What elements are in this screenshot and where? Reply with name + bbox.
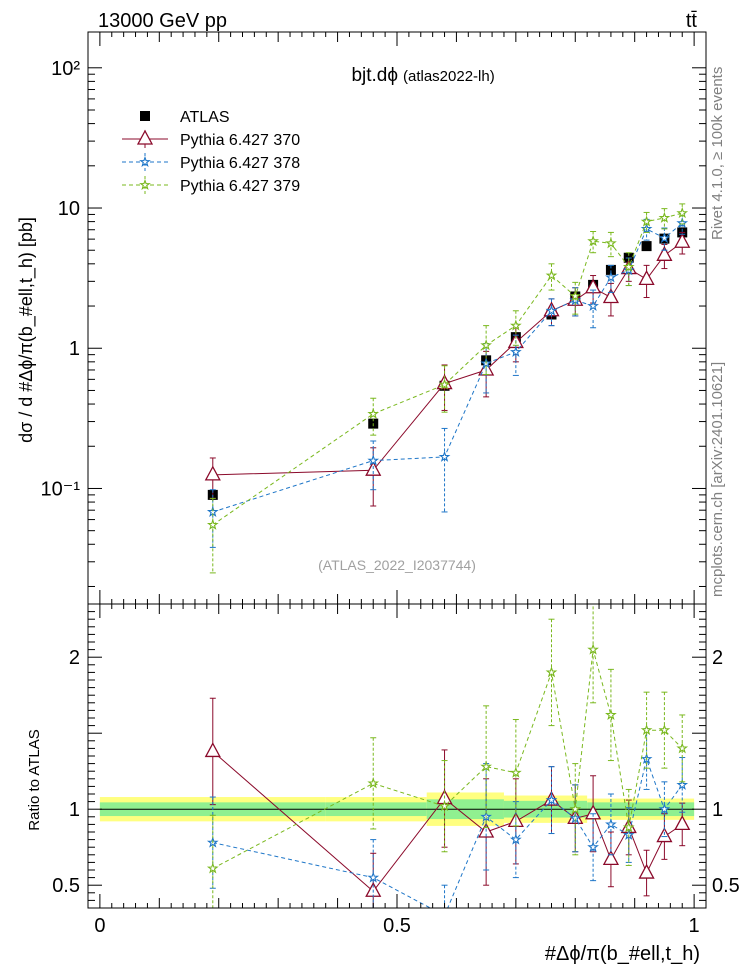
series-2-point — [658, 723, 671, 736]
series-3-point — [480, 339, 493, 351]
legend-entry: Pythia 6.427 378 — [180, 155, 300, 172]
main-ytick-label: 10⁻¹ — [41, 478, 81, 500]
legend-marker — [139, 178, 151, 190]
header-right: tt̄ — [686, 10, 698, 32]
main-ytick-label: 10 — [58, 198, 80, 220]
ratio-panel: 0 0.5 1 0.5 0.5 1 1 2 2 — [52, 603, 740, 937]
series-3-point — [569, 290, 582, 302]
legend-marker — [139, 155, 151, 167]
main-panel: 10⁻¹ 1 10 10² — [41, 31, 707, 605]
legend-entry: Pythia 6.427 379 — [180, 178, 300, 195]
series-2-point — [367, 777, 380, 789]
series-1-point — [638, 269, 655, 285]
legend-marker — [136, 129, 154, 145]
series-2-line — [212, 649, 683, 869]
series-3-point — [587, 235, 599, 247]
series-1-point — [367, 871, 380, 883]
mcplots-label: mcplots.cern.ch [arXiv:2401.10621] — [709, 362, 726, 597]
series-2-point — [605, 708, 617, 720]
analysis-watermark: (ATLAS_2022_I2037744) — [318, 557, 476, 573]
series-3-point — [545, 269, 558, 281]
series-2-point — [676, 742, 689, 754]
series-2-point — [438, 799, 451, 812]
ratio-ylabel: Ratio to ATLAS — [26, 729, 43, 830]
series-2-point — [658, 231, 671, 244]
series-3-point — [206, 518, 219, 530]
series-0-point — [656, 827, 673, 843]
series-2-point — [545, 304, 558, 316]
series-2-point — [480, 760, 492, 772]
series-1-point — [676, 778, 689, 790]
ratio-ytick-label-right: 1 — [712, 799, 723, 821]
main-title: bjt.dϕ — [351, 65, 398, 86]
series-1-line — [212, 757, 683, 908]
series-0-point — [641, 241, 652, 252]
series-1-point — [509, 833, 522, 845]
legend-marker — [140, 111, 150, 121]
series-0-point — [602, 849, 620, 866]
series-2-point — [605, 271, 617, 283]
series-1-point — [605, 818, 617, 830]
series-2-point — [569, 803, 582, 815]
main-ylabel: dσ / d #Δϕ/π(b_#ell,t_h) [pb] — [16, 217, 37, 443]
ratio-ytick-label-right: 2 — [712, 647, 723, 669]
series-3-line — [212, 212, 683, 526]
series-1-point — [545, 793, 558, 806]
series-0-point — [674, 815, 691, 831]
series-layer — [204, 203, 691, 574]
series-2-point — [587, 299, 599, 312]
series-1-point — [440, 911, 449, 919]
main-ytick-label: 1 — [69, 338, 80, 360]
series-2-point — [622, 821, 635, 833]
main-ytick-label: 10² — [51, 58, 80, 80]
series-2-point — [640, 723, 653, 736]
series-3-point — [509, 319, 522, 331]
xlabel: #Δϕ/π(b_#ell,t_h) — [545, 943, 700, 965]
series-2-point — [509, 345, 522, 358]
series-3-point — [622, 260, 635, 272]
series-2-point — [587, 643, 599, 655]
ratio-ytick-label-right: 0.5 — [712, 875, 740, 897]
series-2-point — [367, 454, 380, 466]
ratio-ytick-label: 1 — [69, 799, 80, 821]
series-1-point — [674, 232, 691, 248]
xtick-label: 0 — [94, 915, 105, 937]
series-2-point — [545, 666, 558, 678]
series-0-point — [204, 742, 221, 758]
series-0-point — [605, 264, 616, 275]
series-2-point — [676, 216, 689, 229]
header-left: 13000 GeV pp — [98, 10, 227, 32]
legend-entry: Pythia 6.427 370 — [180, 132, 300, 149]
legend-entry: ATLAS — [180, 109, 230, 126]
series-3-point — [605, 237, 617, 249]
ratio-ytick-label: 2 — [69, 647, 80, 669]
series-layer — [204, 604, 691, 919]
series-0-point — [638, 863, 655, 879]
series-1-point — [658, 803, 671, 815]
series-1-point — [204, 465, 221, 481]
series-3-point — [640, 215, 653, 227]
series-1-point — [656, 245, 673, 261]
ratio-ytick-label: 0.5 — [52, 875, 80, 897]
series-2-point — [438, 450, 451, 462]
xtick-label: 0.5 — [383, 915, 411, 937]
legend: ATLAS Pythia 6.427 370 Pythia 6.427 378 Pyt… — [122, 109, 300, 195]
series-1-point — [587, 841, 599, 853]
series-1-point — [602, 288, 620, 304]
xtick-label: 1 — [689, 915, 700, 937]
series-3-point — [438, 378, 451, 390]
series-3-point — [676, 206, 689, 219]
main-title-suffix: (atlas2022-lh) — [403, 68, 495, 85]
series-2-point — [206, 862, 219, 874]
series-2-point — [509, 766, 522, 778]
series-3-point — [658, 211, 671, 223]
rivet-label: Rivet 4.1.0, ≥ 100k events — [709, 67, 726, 240]
series-3-point — [367, 407, 380, 419]
